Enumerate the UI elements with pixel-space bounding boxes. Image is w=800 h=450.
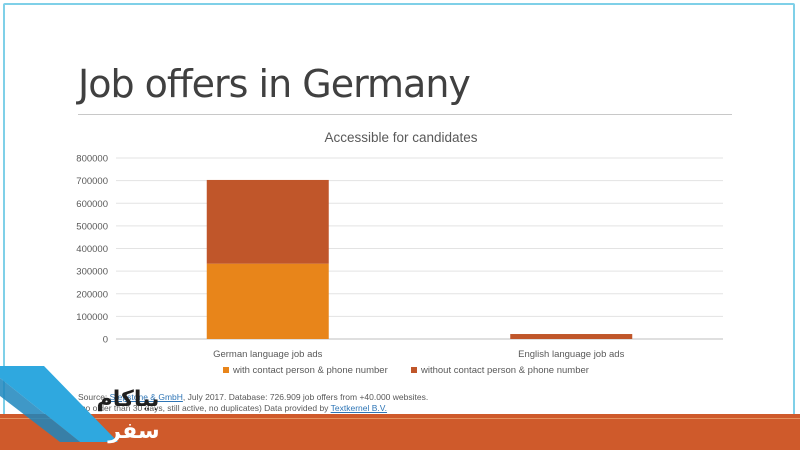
bar-segment-1-1 [206, 263, 329, 339]
y-axis-tick-labels: 0 100000 200000 300000 400000 500000 600000 700… [76, 154, 108, 346]
legend-label: without contact person & phone number [420, 365, 589, 376]
source-line-2: (no older than 30 days, still active, no… [78, 403, 638, 414]
bars [206, 179, 633, 339]
legend: with contact person & phone number withou… [223, 365, 589, 376]
y-tick-label: 0 [103, 335, 108, 346]
chart-title: Accessible for candidates [324, 130, 477, 145]
y-tick-label: 600000 [76, 199, 108, 210]
legend-swatch [411, 367, 417, 373]
provider-link[interactable]: Textkernel B.V. [330, 403, 388, 413]
footer-band [0, 414, 800, 450]
source-details: , July 2017. Database: 726.909 job offer… [182, 392, 429, 402]
category-label: English language job ads [518, 349, 624, 360]
company-link[interactable]: Stepstone & GmbH [109, 392, 183, 402]
logo-text-line-2: سفر [107, 419, 159, 444]
title-divider [78, 114, 732, 115]
legend-swatch [223, 367, 229, 373]
logo-arrow-shape [0, 366, 118, 442]
y-tick-label: 800000 [76, 154, 108, 165]
bar-segment-2-1 [206, 179, 329, 264]
logo-text-line-1: بياكام [97, 387, 160, 412]
watermark-logo: بياكام سفر [0, 366, 160, 444]
legend-label: with contact person & phone number [232, 365, 388, 376]
y-tick-label: 100000 [76, 312, 108, 323]
source-prefix: Source: [78, 392, 110, 402]
x-axis-category-labels: German language job ads English language … [213, 349, 624, 360]
source-criteria: (no older than 30 days, still active, no… [78, 403, 331, 413]
slide-title: Job offers in Germany [78, 62, 471, 106]
y-tick-label: 400000 [76, 244, 108, 255]
y-tick-label: 500000 [76, 221, 108, 232]
y-tick-label: 300000 [76, 267, 108, 278]
logo-arrow-shadow [0, 378, 80, 442]
y-tick-label: 200000 [76, 289, 108, 300]
stacked-bar-chart: 0 100000 200000 300000 400000 500000 600000 700… [76, 130, 723, 376]
source-note: Source: Stepstone & GmbH, July 2017. Dat… [78, 392, 638, 414]
source-line-1: Source: Stepstone & GmbH, July 2017. Dat… [78, 392, 638, 403]
y-tick-label: 700000 [76, 176, 108, 187]
footer-band-stripe [0, 418, 800, 419]
bar-segment-2-2 [510, 334, 633, 339]
category-label: German language job ads [213, 349, 323, 360]
